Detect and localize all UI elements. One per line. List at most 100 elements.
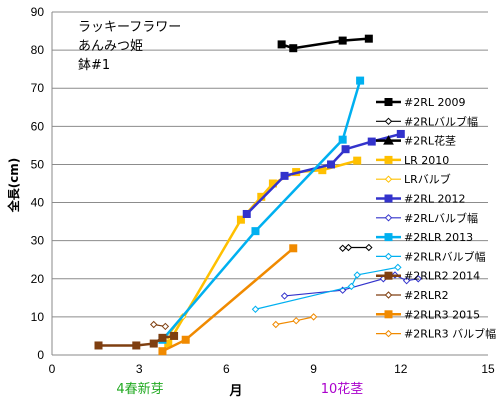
x-tick-label: 9	[310, 362, 317, 376]
x-tick-label: 12	[394, 362, 408, 376]
data-point	[327, 160, 336, 169]
y-tick-label: 0	[37, 348, 44, 362]
legend-label: #2RLRバルブ幅	[404, 249, 486, 263]
legend-label: #2RLR2 2014	[404, 270, 480, 283]
data-point	[396, 129, 405, 138]
legend-entry: #2RLRバルブ幅	[376, 249, 486, 263]
y-tick-label: 10	[31, 310, 45, 324]
data-point	[402, 276, 411, 285]
data-point	[384, 252, 393, 261]
chart-title: ラッキーフラワー あんみつ姫 鉢#1	[78, 20, 181, 73]
x-tick-labels: 0 3 6 9 12 15	[49, 362, 495, 376]
data-point	[383, 135, 394, 145]
legend-entry: #2RLR2	[376, 289, 449, 302]
data-point	[309, 313, 318, 321]
data-point	[150, 320, 158, 329]
data-point	[161, 322, 170, 331]
legend-label: LR 2010	[404, 154, 449, 167]
data-point	[181, 335, 190, 344]
legend-entry: #2RLR3 2015	[376, 308, 480, 321]
gridlines	[52, 11, 488, 318]
data-point	[384, 329, 393, 338]
data-point	[292, 316, 300, 325]
data-point	[353, 271, 361, 279]
data-point	[289, 244, 298, 253]
legend-label: LRバルブ	[404, 172, 451, 186]
x-axis-label: 月	[228, 384, 242, 399]
data-point	[338, 36, 347, 45]
legend-entry: LR 2010	[376, 154, 449, 167]
data-point	[236, 215, 245, 224]
series-9	[251, 263, 402, 313]
series-4	[164, 156, 362, 348]
legend-entry: #2RL 2012	[376, 193, 465, 206]
y-tick-label: 90	[31, 5, 45, 19]
data-point	[364, 34, 373, 43]
annotation-spring-sprout: 4春新芽	[116, 381, 163, 397]
legend-label: #2RL花茎	[404, 135, 456, 148]
data-point	[384, 271, 393, 280]
data-point	[251, 305, 260, 313]
series-2	[338, 243, 373, 252]
data-point	[394, 263, 402, 272]
data-point	[384, 155, 393, 164]
legend-label: #2RL 2012	[404, 193, 465, 206]
data-point	[384, 233, 393, 242]
data-point	[365, 243, 373, 252]
data-point	[344, 243, 353, 252]
x-tick-label: 15	[481, 362, 495, 376]
legend-label: #2RL 2009	[404, 96, 465, 109]
data-point	[353, 156, 362, 165]
data-point	[280, 171, 289, 180]
data-point	[384, 291, 393, 299]
legend-entry: LRバルブ	[376, 172, 451, 186]
series-1	[277, 34, 373, 53]
y-tick-label: 20	[31, 272, 45, 286]
legend-label: #2RLバルブ幅	[404, 211, 478, 225]
data-point	[158, 333, 167, 342]
series-line	[255, 266, 399, 310]
data-point	[272, 320, 280, 329]
data-point	[384, 175, 393, 183]
data-point	[338, 244, 347, 252]
data-point	[367, 137, 376, 146]
data-point	[414, 275, 422, 283]
x-tick-label: 0	[49, 362, 56, 376]
data-point	[94, 341, 103, 350]
x-tick-label: 6	[223, 362, 230, 376]
data-point	[158, 347, 167, 356]
legend-label: #2RLR3 2015	[404, 308, 480, 321]
title-line-2: あんみつ姫	[78, 39, 143, 54]
data-point	[289, 44, 298, 53]
annotation-flower-stalk: 10花茎	[321, 381, 364, 397]
data-point	[338, 135, 347, 144]
legend-label: #2RLR3 バルブ幅	[404, 327, 496, 341]
data-point	[356, 76, 365, 85]
data-point	[384, 214, 393, 222]
y-tick-label: 80	[31, 43, 45, 57]
data-point	[341, 145, 350, 154]
series-12	[158, 244, 298, 356]
legend-entry: #2RLR3 バルブ幅	[376, 327, 496, 341]
legend-entry: #2RL花茎	[376, 135, 456, 148]
data-point	[251, 227, 260, 236]
legend-label: #2RLバルブ幅	[404, 114, 478, 128]
series-line	[281, 37, 369, 50]
legend-entry: #2RL 2009	[376, 96, 465, 109]
data-point	[384, 310, 393, 319]
data-point	[280, 292, 289, 300]
y-tick-label: 40	[31, 196, 45, 210]
x-tick-label: 3	[136, 362, 143, 376]
data-point	[384, 98, 393, 106]
series-line	[161, 80, 362, 341]
data-point	[384, 194, 393, 203]
data-point	[277, 40, 286, 49]
data-point	[149, 339, 158, 348]
series-11	[150, 320, 170, 331]
legend-entry: #2RLバルブ幅	[376, 114, 478, 128]
series-10	[94, 331, 179, 350]
y-tick-label: 70	[31, 81, 45, 95]
y-tick-labels: 0 10 20 30 40 50 60 70 80 90	[31, 5, 45, 362]
legend-entry: #2RLバルブ幅	[376, 211, 478, 225]
